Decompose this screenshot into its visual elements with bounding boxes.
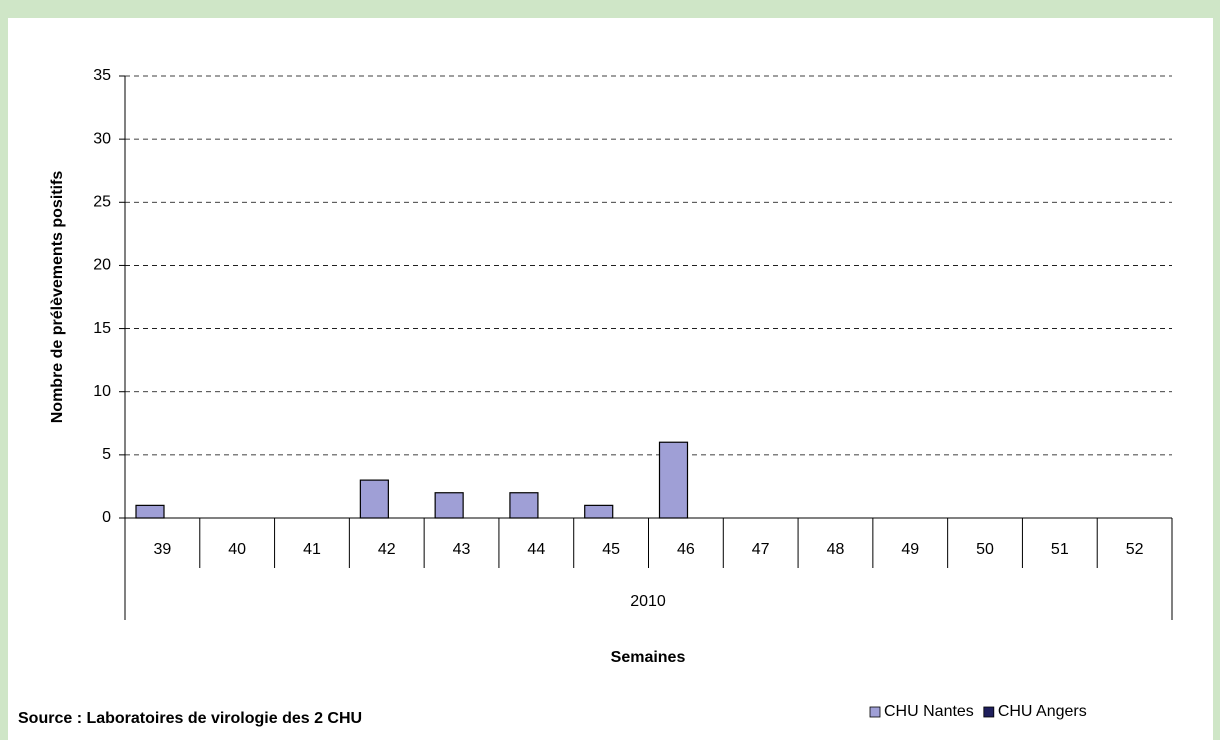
x-tick-label: 47 xyxy=(752,541,770,558)
x-tick-label: 42 xyxy=(378,541,396,558)
x-tick-label: 43 xyxy=(453,541,471,558)
y-tick-label: 15 xyxy=(93,320,111,337)
bar xyxy=(509,492,539,519)
bar xyxy=(658,441,689,519)
legend-swatch xyxy=(983,706,995,718)
bar xyxy=(359,479,389,519)
legend-swatch xyxy=(869,706,881,718)
x-axis-title: Semaines xyxy=(611,649,686,666)
x-tick-label: 52 xyxy=(1126,541,1144,558)
group-label: 2010 xyxy=(630,593,666,610)
chart-frame xyxy=(8,18,1213,740)
y-tick-label: 20 xyxy=(93,257,111,274)
x-tick-label: 40 xyxy=(228,541,246,558)
y-tick-label: 30 xyxy=(93,130,111,147)
y-tick-label: 5 xyxy=(102,446,111,463)
x-tick-label: 44 xyxy=(527,541,545,558)
bar xyxy=(135,504,165,519)
x-tick-label: 41 xyxy=(303,541,321,558)
x-tick-label: 45 xyxy=(602,541,620,558)
x-tick-label: 46 xyxy=(677,541,695,558)
legend-label: CHU Nantes xyxy=(884,703,974,720)
y-tick-label: 0 xyxy=(102,509,111,526)
x-tick-label: 49 xyxy=(901,541,919,558)
legend-label: CHU Angers xyxy=(998,703,1087,720)
bar xyxy=(584,504,614,519)
y-tick-label: 10 xyxy=(93,383,111,400)
y-axis-title: Nombre de prélèvements positifs xyxy=(49,171,66,424)
source-note: Source : Laboratoires de virologie des 2… xyxy=(18,710,362,727)
y-tick-label: 35 xyxy=(93,67,111,84)
x-tick-label: 39 xyxy=(153,541,171,558)
x-tick-label: 48 xyxy=(827,541,845,558)
bar xyxy=(434,492,464,519)
y-tick-label: 25 xyxy=(93,194,111,211)
x-tick-label: 50 xyxy=(976,541,994,558)
x-tick-label: 51 xyxy=(1051,541,1069,558)
